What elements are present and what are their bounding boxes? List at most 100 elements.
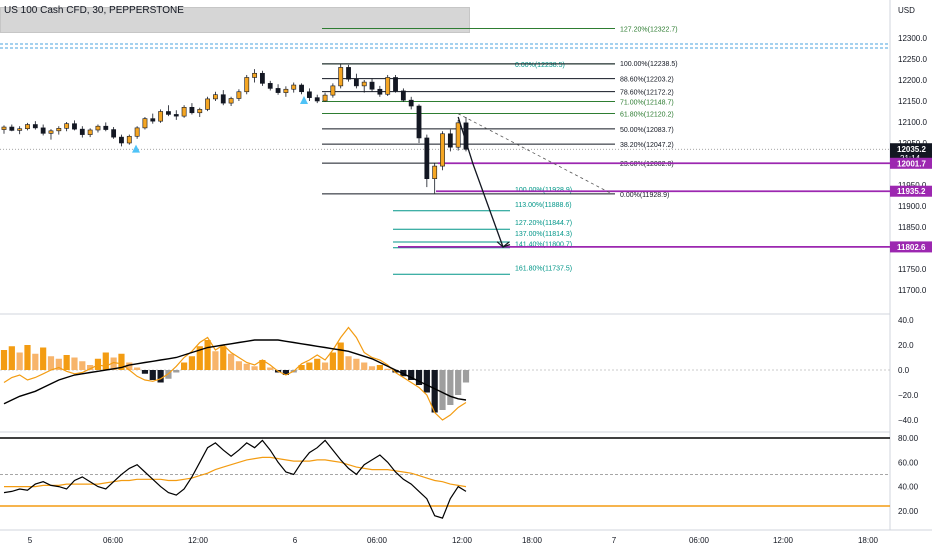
candle-body <box>72 123 77 130</box>
candle-body <box>322 94 328 102</box>
macd-histogram-bar <box>40 347 47 370</box>
candle-body <box>40 127 46 134</box>
projection-dashed-line <box>457 113 613 195</box>
macd-histogram-bar <box>361 362 368 370</box>
macd-histogram-bar <box>149 370 156 380</box>
candle-body <box>314 97 320 102</box>
macd-histogram-bar <box>329 352 336 370</box>
macd-histogram-bar <box>298 365 305 370</box>
macd-histogram-bar <box>243 363 250 370</box>
macd-histogram-bar <box>282 370 289 375</box>
macd-line <box>3 326 467 421</box>
macd-histogram-bar <box>415 370 423 385</box>
fib-label: 38.20%(12047.2) <box>620 142 674 149</box>
candle-body <box>424 137 430 180</box>
price-tick-label: 12200.0 <box>898 76 927 85</box>
time-tick-label: 6 <box>293 536 298 545</box>
symbol-overlay <box>0 7 470 33</box>
axis-currency: USD <box>898 6 915 15</box>
candle-body <box>87 129 93 135</box>
macd-histogram-bar <box>55 358 62 370</box>
macd-histogram-bar <box>181 362 188 370</box>
candle-body <box>158 111 164 122</box>
candle-body <box>283 88 289 93</box>
macd-histogram-bar <box>173 370 180 373</box>
candle-body <box>393 77 398 92</box>
macd-histogram-bar <box>455 370 462 395</box>
price-tag-bg <box>890 157 932 169</box>
macd-tick-label: −40.0 <box>898 416 919 425</box>
candle-body <box>103 125 109 130</box>
candle-body <box>299 84 304 93</box>
time-tick-label: 06:00 <box>103 536 124 545</box>
macd-histogram-bar <box>134 367 141 370</box>
macd-histogram-bar <box>102 352 109 370</box>
fib-label: 113.00%(11888.6) <box>515 202 572 209</box>
macd-histogram-bar <box>8 346 15 370</box>
candle-body <box>142 118 148 129</box>
macd-histogram-bar <box>71 357 78 370</box>
time-tick-label: 06:00 <box>367 536 388 545</box>
macd-tick-label: 20.0 <box>898 341 914 350</box>
macd-histogram-bar <box>384 368 391 370</box>
candle-body <box>32 124 38 129</box>
candle-body <box>306 91 312 98</box>
macd-histogram-bar <box>204 340 211 370</box>
rsi-tick-label: 60.00 <box>898 458 919 467</box>
candle-body <box>64 123 70 129</box>
time-tick-label: 7 <box>612 536 617 545</box>
rsi-ma-line <box>4 456 467 488</box>
price-tag-label: 12001.7 <box>897 159 926 168</box>
candle-body <box>440 133 445 167</box>
candle-body <box>377 88 383 95</box>
time-tick-label: 18:00 <box>522 536 543 545</box>
fib-label: 0.00%(12238.5) <box>515 62 565 69</box>
candle-body <box>228 98 234 104</box>
candle-body <box>408 99 414 107</box>
candle-body <box>56 128 62 132</box>
candle-body <box>369 81 375 90</box>
signal-marker-icon <box>132 144 140 153</box>
candle-body <box>119 136 124 144</box>
candle-body <box>95 125 101 131</box>
fib-label: 0.00%(11928.9) <box>620 192 669 199</box>
macd-histogram-bar <box>235 361 243 370</box>
macd-histogram-bar <box>220 346 227 370</box>
macd-histogram-bar <box>188 356 196 370</box>
macd-tick-label: −20.0 <box>898 391 919 400</box>
rsi-line <box>3 439 467 519</box>
candle-body <box>338 67 344 87</box>
fib-label: 127.20%(11844.7) <box>515 220 572 227</box>
macd-histogram-bar <box>314 358 321 370</box>
candle-body <box>252 72 257 78</box>
candle-body <box>346 67 351 80</box>
price-tick-label: 11850.0 <box>898 223 927 232</box>
macd-histogram-bar <box>63 355 70 370</box>
candle-body <box>166 111 171 115</box>
candle-body <box>173 114 179 117</box>
fib-label: 61.80%(12120.2) <box>620 112 674 119</box>
price-tick-label: 11700.0 <box>898 286 927 295</box>
time-tick-label: 18:00 <box>858 536 879 545</box>
price-tick-label: 12100.0 <box>898 118 927 127</box>
time-tick-label: 5 <box>28 536 33 545</box>
candle-body <box>1 126 7 130</box>
price-tick-label: 12250.0 <box>898 55 927 64</box>
candle-body <box>181 107 187 117</box>
fib-label: 161.80%(11737.5) <box>515 265 572 272</box>
candle-body <box>244 77 250 93</box>
candle-body <box>9 126 15 131</box>
macd-histogram-bar <box>79 361 86 370</box>
candle-body <box>150 118 156 122</box>
macd-histogram-bar <box>423 370 430 393</box>
macd-tick-label: 40.0 <box>898 316 914 325</box>
candle-body <box>275 88 281 93</box>
rsi-tick-label: 20.00 <box>898 507 919 516</box>
macd-histogram-bar <box>212 351 219 370</box>
macd-histogram-bar <box>47 356 55 370</box>
macd-tick-label: 0.0 <box>898 366 910 375</box>
candle-body <box>260 72 265 84</box>
macd-histogram-bar <box>196 346 203 370</box>
candle-body <box>197 109 203 114</box>
